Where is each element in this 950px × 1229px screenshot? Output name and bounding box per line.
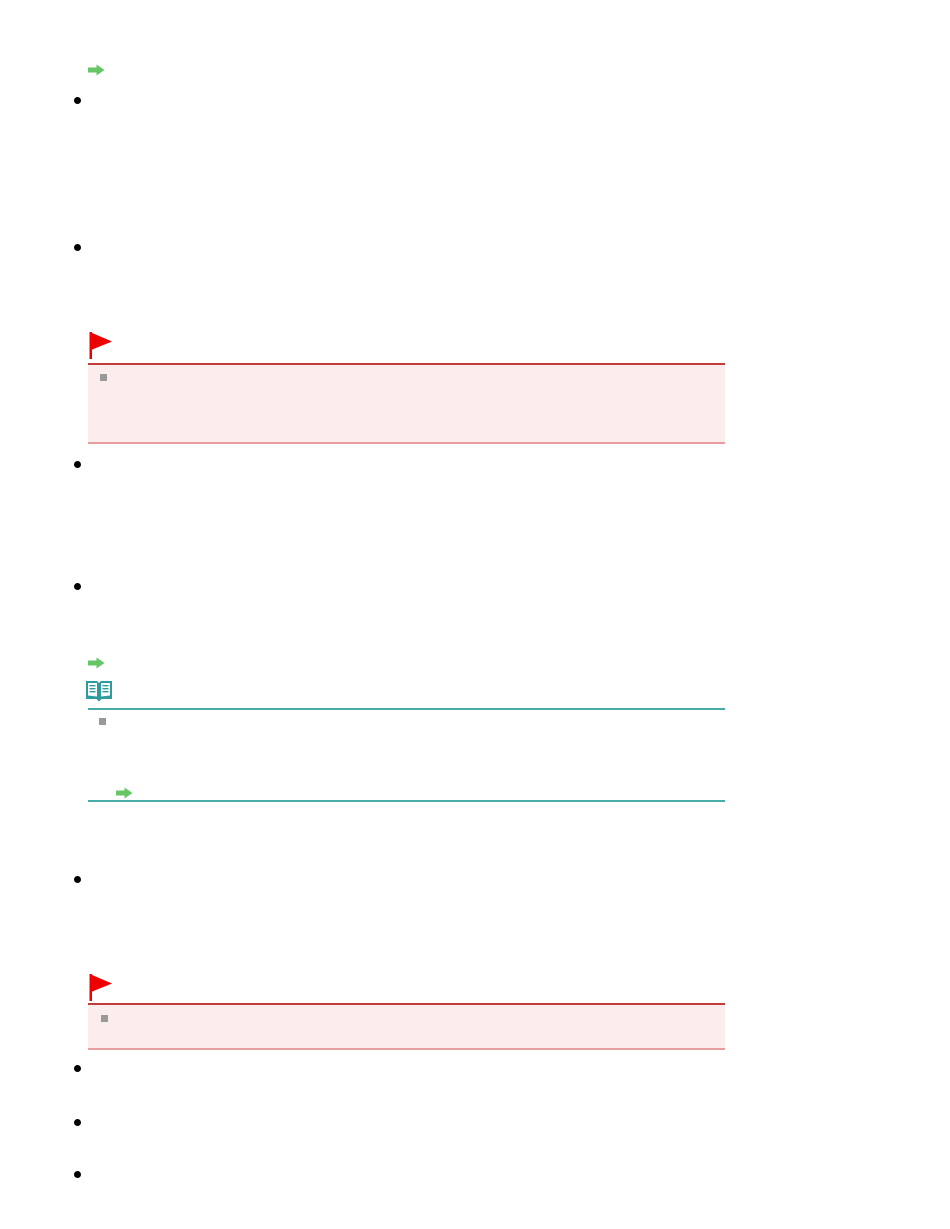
list-bullet [74,1065,81,1072]
red-flag-icon [88,974,114,1001]
list-bullet [74,1171,81,1178]
list-bullet [74,461,81,468]
square-bullet [99,718,106,725]
reference-link-1[interactable] [88,63,105,76]
green-arrow-right-icon [88,63,105,80]
square-bullet [100,374,107,381]
note-rule-top [88,708,725,710]
square-bullet [101,1015,108,1022]
important-note-box [88,1003,725,1050]
list-bullet [74,583,81,590]
green-arrow-right-icon [116,786,133,803]
green-arrow-right-icon [88,656,105,673]
reference-link-2[interactable] [88,656,105,669]
list-bullet [74,244,81,251]
list-bullet [74,97,81,104]
red-flag-icon [88,332,114,359]
list-bullet [74,876,81,883]
reference-link-3[interactable] [116,786,133,799]
note-rule-bottom [88,800,725,802]
open-book-icon [85,681,113,703]
list-bullet [74,1119,81,1126]
important-note-box [88,363,725,444]
